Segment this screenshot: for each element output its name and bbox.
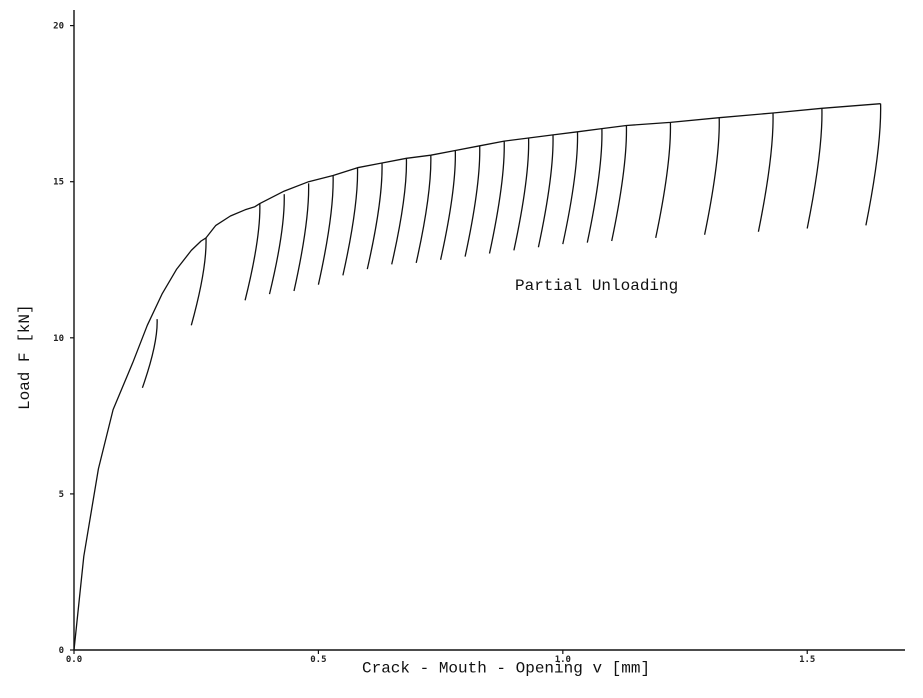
unloading-branch <box>655 122 672 239</box>
unloading-branch <box>366 162 383 270</box>
y-tick-label: 5 <box>59 490 64 500</box>
unloading-branch <box>703 117 720 235</box>
unloading-branch <box>611 125 628 242</box>
unloading-branch <box>391 158 408 265</box>
ticks <box>70 25 808 654</box>
axes <box>73 10 905 651</box>
unloading-branch <box>141 319 158 389</box>
y-tick-label: 0 <box>59 646 64 656</box>
unloading-branch <box>757 112 774 232</box>
curves <box>73 103 882 651</box>
x-axis-title: Crack - Mouth - Opening v [mm] <box>362 659 650 677</box>
unloading-branch <box>513 137 530 251</box>
unloading-branch <box>268 194 285 295</box>
unloading-branch <box>244 203 261 301</box>
unloading-branch <box>293 183 310 292</box>
unloading-branch <box>190 237 207 326</box>
envelope-curve <box>73 103 881 651</box>
unloading-branch <box>537 134 554 248</box>
x-tick-label: 0.5 <box>310 655 326 665</box>
unloading-branch <box>488 141 505 254</box>
tick-labels: 0 5 10 15 20 0.0 0.5 1.0 1.5 <box>53 22 815 665</box>
unloading-branch <box>806 108 823 229</box>
y-tick-label: 15 <box>53 178 64 188</box>
unloading-branch <box>317 175 334 285</box>
unloading-branch <box>586 128 603 243</box>
y-axis-title: Load F [kN] <box>16 304 34 410</box>
x-tick-label: 0.0 <box>66 655 82 665</box>
x-tick-label: 1.0 <box>555 655 571 665</box>
unloading-branch <box>439 150 456 260</box>
y-tick-label: 20 <box>53 22 64 32</box>
unloading-branch <box>865 103 882 226</box>
annotation-partial-unloading: Partial Unloading <box>515 277 678 295</box>
unloading-branch <box>415 155 432 264</box>
unloading-branch <box>342 167 359 276</box>
x-tick-label: 1.5 <box>799 655 815 665</box>
unloading-branch <box>562 131 579 245</box>
unloading-branch <box>464 145 481 257</box>
y-tick-label: 10 <box>53 334 64 344</box>
